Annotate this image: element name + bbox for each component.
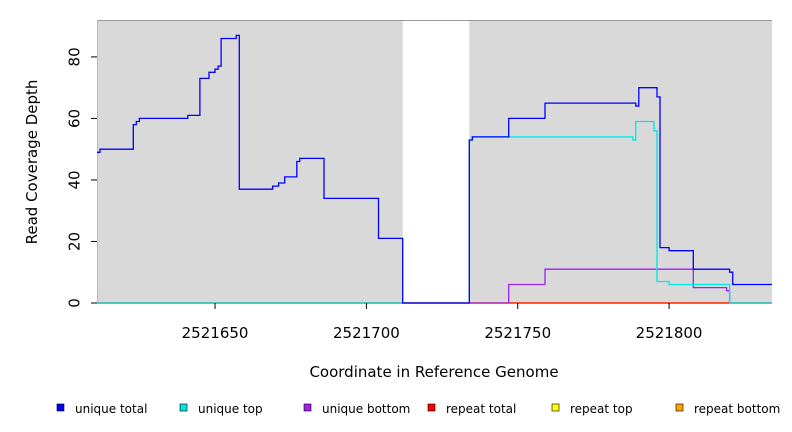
legend-label: repeat top (570, 402, 633, 416)
gap-region (402, 20, 470, 303)
legend-swatch (427, 403, 436, 412)
x-tick-label: 2521700 (333, 324, 400, 342)
axes-layer: 2521650 2521700 2521750 2521800 0 20 40 60 80 (65, 47, 702, 342)
legend-swatch (179, 403, 188, 412)
series-line-unique-total (97, 34, 772, 304)
y-tick-label: 80 (65, 47, 83, 66)
legend-item: unique bottom (303, 402, 410, 416)
x-tick-label: 2521650 (182, 324, 249, 342)
legend-item: repeat bottom (675, 402, 780, 416)
x-tick-label: 2521800 (636, 324, 703, 342)
legend: unique total unique top unique bottom repea… (56, 402, 780, 416)
legend-swatch (303, 403, 312, 412)
y-tick-label: 60 (65, 109, 83, 128)
legend-swatch (675, 403, 684, 412)
legend-label: unique total (75, 402, 147, 416)
legend-label: unique top (198, 402, 263, 416)
legend-swatch (56, 403, 65, 412)
legend-item: repeat total (427, 402, 516, 416)
legend-item: unique total (56, 402, 147, 416)
x-axis-title: Coordinate in Reference Genome (309, 363, 558, 381)
legend-item: unique top (179, 402, 263, 416)
y-tick-label: 0 (65, 298, 83, 308)
legend-label: repeat total (446, 402, 516, 416)
legend-item: repeat top (551, 402, 633, 416)
y-tick-label: 20 (65, 232, 83, 251)
y-axis-title: Read Coverage Depth (23, 80, 41, 245)
series-layer (97, 34, 772, 304)
legend-swatch (551, 403, 560, 412)
legend-label: unique bottom (322, 402, 410, 416)
x-tick-label: 2521750 (484, 324, 551, 342)
y-tick-label: 40 (65, 170, 83, 189)
plot-area (97, 20, 772, 303)
legend-label: repeat bottom (694, 402, 780, 416)
